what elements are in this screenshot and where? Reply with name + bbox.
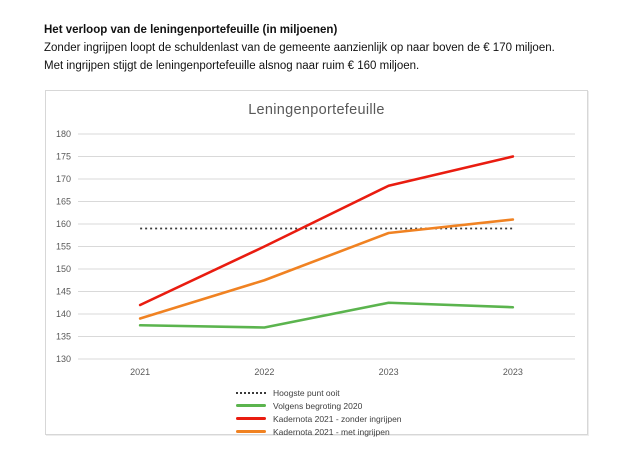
- chart-legend: Hoogste punt ooit Volgens begroting 2020 K…: [236, 386, 402, 438]
- document-paragraph-2: Met ingrijpen stijgt de leningenportefeu…: [44, 60, 420, 72]
- x-axis-tick-label: 2023: [503, 367, 523, 377]
- legend-label: Hoogste punt ooit: [273, 387, 340, 398]
- legend-item: Kadernota 2021 - zonder ingrijpen: [236, 412, 402, 425]
- line-chart-plot: 130 135 140 145 150 155 160 165 170 175 180 2021 202…: [56, 129, 575, 377]
- chart-title: Leningenportefeuille: [248, 102, 385, 118]
- document-header: Het verloop van de leningenportefeuille …: [44, 21, 594, 75]
- legend-label: Kadernota 2021 - zonder ingrijpen: [273, 413, 402, 424]
- legend-swatch-solid: [236, 417, 266, 420]
- document-heading: Het verloop van de leningenportefeuille …: [44, 24, 338, 36]
- document-paragraph-1: Zonder ingrijpen loopt de schuldenlast v…: [44, 42, 555, 54]
- y-axis-tick-label: 165: [56, 197, 71, 207]
- legend-label: Kadernota 2021 - met ingrijpen: [273, 426, 390, 437]
- y-axis-tick-label: 140: [56, 309, 71, 319]
- series-line-kadernota-2021-zonder-ingrijpen: [138, 155, 515, 307]
- y-axis-tick-label: 130: [56, 354, 71, 364]
- legend-item: Kadernota 2021 - met ingrijpen: [236, 425, 402, 438]
- x-axis-tick-label: 2023: [379, 367, 399, 377]
- y-axis-tick-label: 145: [56, 287, 71, 297]
- series-line-kadernota-2021-met-ingrijpen: [138, 218, 515, 320]
- legend-label: Volgens begroting 2020: [273, 400, 363, 411]
- legend-item: Volgens begroting 2020: [236, 399, 402, 412]
- legend-item: Hoogste punt ooit: [236, 386, 402, 399]
- y-axis-tick-label: 175: [56, 152, 71, 162]
- y-axis-tick-label: 180: [56, 129, 71, 139]
- y-axis-tick-label: 150: [56, 264, 71, 274]
- y-axis-tick-label: 170: [56, 174, 71, 184]
- y-axis-tick-label: 160: [56, 219, 71, 229]
- y-axis-tick-label: 155: [56, 242, 71, 252]
- series-line-volgens-begroting-2020: [138, 301, 515, 329]
- x-axis-tick-label: 2022: [254, 367, 274, 377]
- y-axis-tick-label: 135: [56, 332, 71, 342]
- legend-swatch-solid: [236, 404, 266, 407]
- x-axis-tick-label: 2021: [130, 367, 150, 377]
- legend-swatch-solid: [236, 430, 266, 433]
- legend-swatch-dotted: [236, 391, 266, 394]
- chart-container: 130 135 140 145 150 155 160 165 170 175 180 2021 202…: [45, 90, 588, 438]
